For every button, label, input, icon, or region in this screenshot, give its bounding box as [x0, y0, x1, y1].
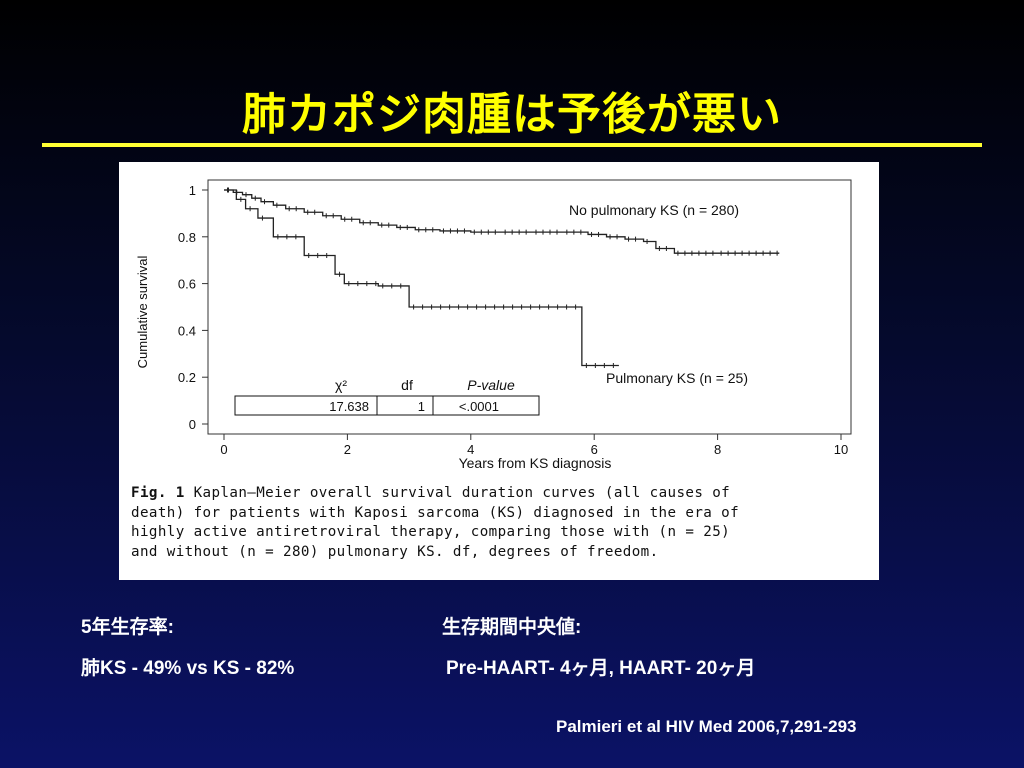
citation: Palmieri et al HIV Med 2006,7,291-293	[556, 717, 857, 736]
y-tick-label: 0.6	[178, 277, 196, 292]
y-tick-label: 1	[189, 183, 196, 198]
legend-pulmonary: Pulmonary KS (n = 25)	[606, 370, 748, 386]
x-tick-label: 10	[834, 442, 848, 457]
y-axis-label: Cumulative survival	[135, 256, 150, 369]
stats-header-chi2: χ²	[335, 377, 347, 393]
x-tick-label: 6	[591, 442, 598, 457]
stats-value-pvalue: <.0001	[459, 399, 499, 414]
x-tick-label: 4	[467, 442, 474, 457]
five-year-survival-label: 5年生存率:	[81, 617, 174, 638]
stats-header-pvalue: P-value	[467, 377, 515, 393]
y-tick-label: 0.8	[178, 230, 196, 245]
plot-frame	[207, 179, 852, 435]
x-tick-label: 0	[220, 442, 227, 457]
x-axis-label: Years from KS diagnosis	[459, 455, 612, 471]
figure-panel: 0 0.2 0.4 0.6 0.8 1 0 2 4 6 8 10 Cumulative surviva…	[119, 162, 879, 580]
slide-title: 肺カポジ肉腫は予後が悪い	[242, 89, 782, 140]
median-survival-value: Pre-HAART- 4ヶ月, HAART- 20ヶ月	[446, 658, 756, 679]
series-line-0	[224, 189, 780, 254]
caption-line-4: and without (n = 280) pulmonary KS. df, …	[131, 543, 659, 560]
figure-caption: Fig. 1 Kaplan–Meier overall survival dur…	[131, 484, 871, 562]
caption-line-3: highly active antiretroviral therapy, co…	[131, 524, 731, 540]
km-chart: 00.20.40.60.810 2 4 6 8 10 Cumulative surviva…	[135, 179, 852, 471]
legend-no-pulmonary: No pulmonary KS (n = 280)	[569, 202, 739, 218]
caption-line-2: death) for patients with Kaposi sarcoma …	[131, 504, 740, 521]
five-year-survival-value: 肺KS - 49% vs KS - 82%	[81, 658, 295, 679]
stats-header-df: df	[401, 377, 413, 393]
y-tick-label: 0.4	[178, 323, 196, 338]
stats-value-chi2: 17.638	[329, 399, 369, 414]
series-line-1	[224, 189, 619, 367]
title-divider	[42, 143, 982, 147]
stats-value-df: 1	[418, 399, 425, 414]
y-tick-label: 0.2	[178, 370, 196, 385]
x-tick-label: 2	[344, 442, 351, 457]
caption-label: Fig. 1	[131, 485, 185, 501]
median-survival-label: 生存期間中央値:	[442, 617, 582, 638]
y-tick-label: 0	[189, 417, 196, 432]
stats-table: χ² df P-value 17.638 1 <.0001	[234, 377, 540, 416]
x-tick-label: 8	[714, 442, 721, 457]
caption-line-1: Kaplan–Meier overall survival duration c…	[193, 485, 731, 501]
